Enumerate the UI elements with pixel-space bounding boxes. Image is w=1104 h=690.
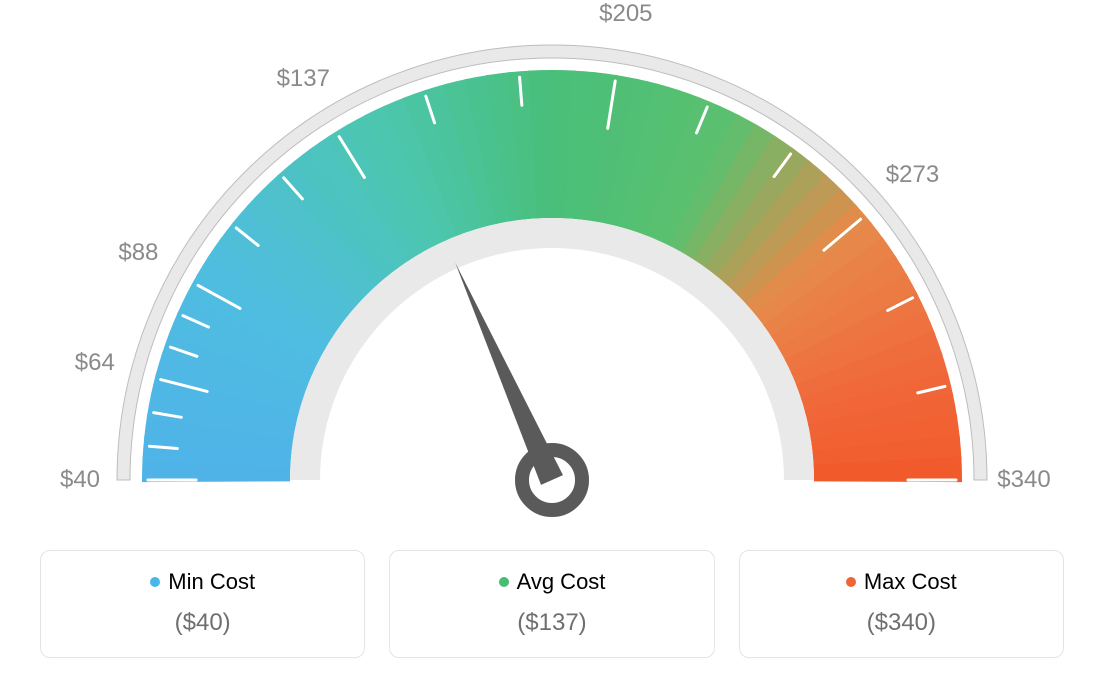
cost-gauge: $40 $64 $88 $137 $205 $273 $340 [0,0,1104,540]
legend-value-avg: ($137) [400,609,703,637]
gauge-tick-label: $40 [60,466,100,494]
legend-row: Min Cost ($40) Avg Cost ($137) Max Cost … [0,550,1104,658]
gauge-tick-label: $88 [118,239,158,267]
gauge-svg [0,0,1104,540]
gauge-tick-label: $64 [75,349,115,377]
gauge-tick-label: $205 [599,0,652,28]
legend-value-min: ($40) [51,609,354,637]
legend-card-avg: Avg Cost ($137) [389,550,714,658]
legend-dot-max [846,577,856,587]
gauge-tick-label: $340 [997,466,1050,494]
gauge-tick-label: $273 [886,161,939,189]
legend-card-max: Max Cost ($340) [739,550,1064,658]
legend-label-avg: Avg Cost [517,569,606,595]
legend-dot-avg [499,577,509,587]
legend-dot-min [150,577,160,587]
legend-value-max: ($340) [750,609,1053,637]
gauge-tick-label: $137 [277,65,330,93]
legend-label-max: Max Cost [864,569,957,595]
legend-label-min: Min Cost [168,569,255,595]
legend-card-min: Min Cost ($40) [40,550,365,658]
